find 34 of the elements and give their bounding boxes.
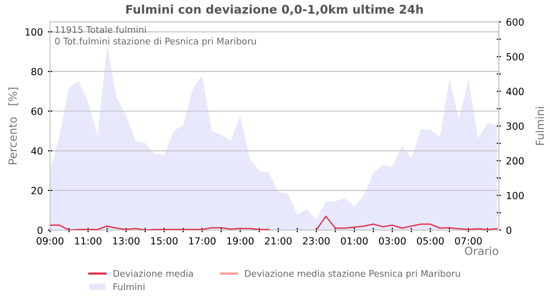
y-tick-label: 80 [31, 68, 42, 76]
x-tick-label: 09:00 [36, 237, 64, 245]
chart-title: Fulmini con deviazione 0,0-1,0km ultime 24h [126, 4, 423, 16]
y-tick-label: 0 [38, 226, 42, 234]
y2-tick-label: 600 [506, 18, 524, 26]
y2-tick-label: 400 [506, 88, 524, 96]
y2-tick-label: 200 [506, 157, 524, 165]
x-tick-label: 03:00 [378, 237, 406, 245]
y-tick-label: 60 [31, 108, 42, 115]
y2-tick-label: 100 [506, 192, 524, 200]
y2-tick-label: 300 [506, 122, 524, 130]
y2-axis-title: Fulmini [535, 107, 544, 145]
x-tick-label: 11:00 [75, 237, 102, 245]
y-tick-label: 40 [31, 147, 42, 155]
x-axis-title: Orario [464, 246, 498, 256]
y-tick-label: 100 [26, 28, 42, 36]
x-tick-label: 13:00 [113, 237, 140, 245]
x-tick-label: 05:00 [417, 237, 444, 245]
legend-label: Deviazione media stazione Pesnica pri Mariboru [245, 270, 460, 279]
x-tick-label: 21:00 [264, 237, 292, 245]
x-tick-label: 15:00 [151, 237, 178, 245]
y2-tick-label: 500 [506, 53, 524, 60]
annotation: 11915 Totale fulmini [56, 26, 146, 34]
legend-label: Deviazione media [114, 270, 193, 277]
x-tick-label: 01:00 [340, 237, 368, 245]
x-tick-label: 07:00 [455, 237, 482, 245]
x-tick-label: 17:00 [189, 237, 216, 245]
y2-tick-label: 0 [506, 226, 512, 234]
legend-label: Fulmini [114, 283, 144, 290]
y-axis-title: Percento [%] [8, 88, 18, 164]
annotation: 0 Tot.fulmini stazione di Pesnica pri Mariboru [55, 38, 256, 46]
y-tick-label: 20 [31, 186, 42, 194]
x-tick-label: 23:00 [302, 237, 330, 245]
x-tick-label: 19:00 [227, 237, 254, 245]
